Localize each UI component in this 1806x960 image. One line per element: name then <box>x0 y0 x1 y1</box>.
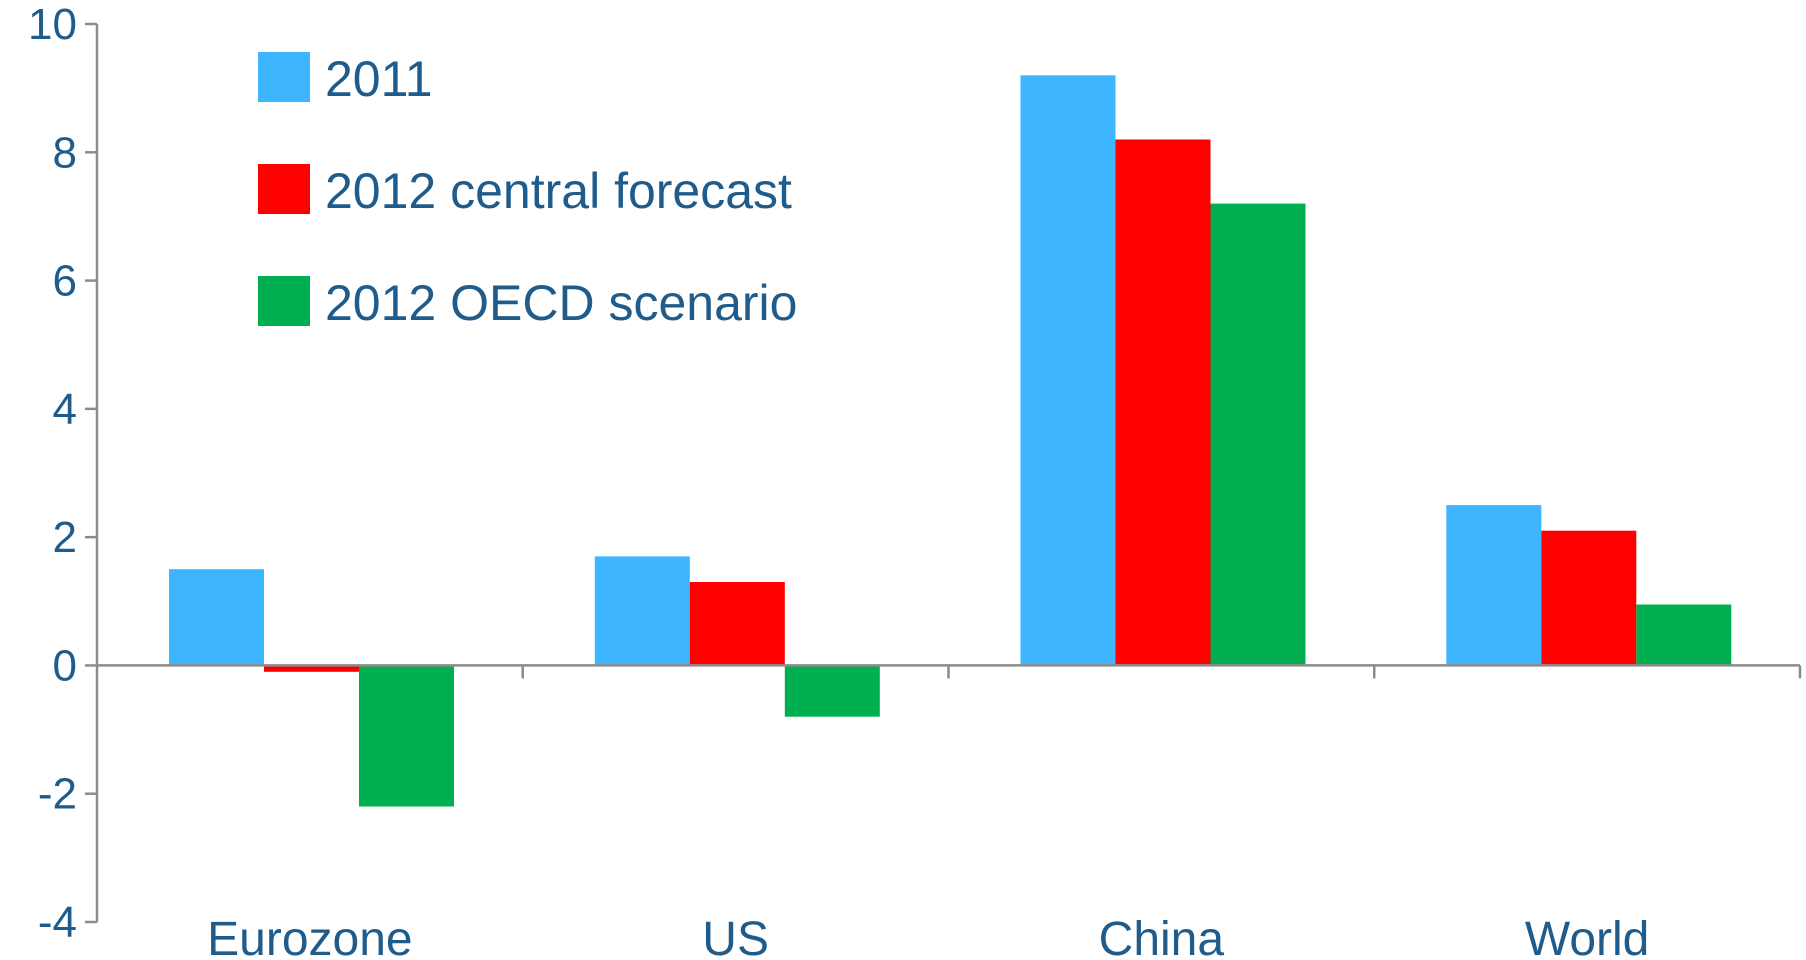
bar-world-series-2 <box>1636 604 1732 666</box>
legend: 2011 2012 central forecast 2012 OECD sce… <box>258 51 797 331</box>
legend-label-2011: 2011 <box>325 51 433 107</box>
bar-eurozone-series-2 <box>359 665 454 807</box>
x-category-label: US <box>702 913 769 960</box>
bar-us-series-2 <box>784 665 880 717</box>
legend-label-2012-oecd-scenario: 2012 OECD scenario <box>325 275 797 331</box>
bar-world-series-1 <box>1541 530 1637 666</box>
legend-item-2012-oecd-scenario: 2012 OECD scenario <box>258 275 797 331</box>
axes: -4 -2 0 2 4 6 8 10 Eurozone US China World <box>28 0 1802 960</box>
x-category-label: Eurozone <box>207 913 412 960</box>
legend-label-2012-central-forecast: 2012 central forecast <box>325 163 792 219</box>
bar-china-series-1 <box>1115 139 1211 666</box>
legend-item-2011: 2011 <box>258 51 433 107</box>
y-tick-label: 10 <box>28 0 77 49</box>
y-tick-label: 6 <box>53 257 77 306</box>
x-category-label: World <box>1525 913 1649 960</box>
y-tick-label: 0 <box>53 641 77 690</box>
bar-eurozone-series-0 <box>169 569 264 666</box>
bars <box>169 75 1732 807</box>
bar-china-series-2 <box>1210 203 1306 666</box>
y-tick-label: -4 <box>38 898 77 947</box>
legend-swatch-2011 <box>258 52 310 102</box>
y-tick-label: 2 <box>53 513 77 562</box>
bar-us-series-0 <box>594 556 690 666</box>
legend-swatch-2012-oecd-scenario <box>258 276 310 326</box>
y-tick-label: 8 <box>53 128 77 177</box>
bar-us-series-1 <box>689 582 785 666</box>
x-category-label: China <box>1099 913 1225 960</box>
bar-eurozone-series-1 <box>264 665 359 672</box>
bar-china-series-0 <box>1020 75 1116 666</box>
legend-item-2012-central-forecast: 2012 central forecast <box>258 163 792 219</box>
y-tick-label: -2 <box>38 770 77 819</box>
bar-world-series-0 <box>1446 505 1542 666</box>
legend-swatch-2012-central-forecast <box>258 164 310 214</box>
y-tick-label: 4 <box>53 385 77 434</box>
